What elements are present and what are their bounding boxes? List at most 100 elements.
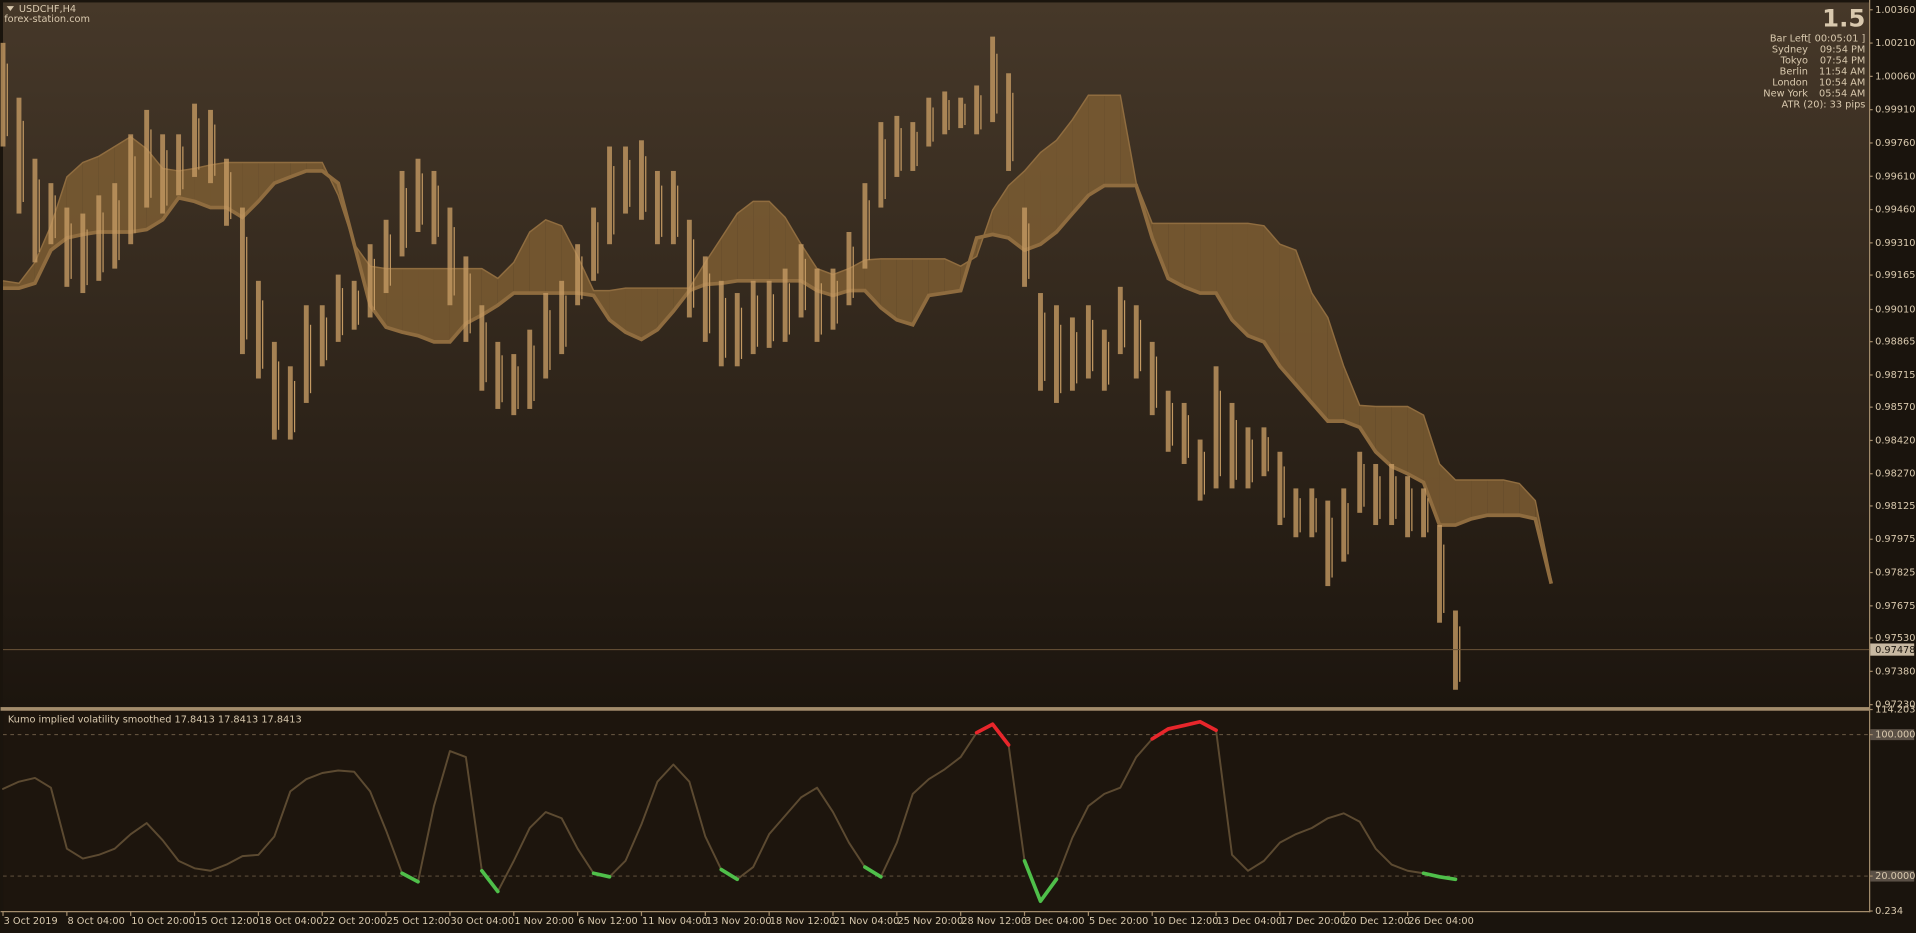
candle — [1229, 402, 1235, 489]
cloud-segment — [1200, 223, 1217, 294]
level-box — [1870, 870, 1915, 882]
x-tick-label: 1 Nov 20:00 — [514, 916, 574, 927]
x-tick-label: 18 Nov 12:00 — [770, 916, 836, 927]
candle — [575, 244, 581, 306]
x-tick-label: 28 Nov 12:00 — [961, 916, 1027, 927]
candle — [958, 97, 964, 129]
cloud-line — [3, 169, 1554, 585]
cloud-segment — [992, 185, 1009, 238]
y-tick-label: 20.0000 — [1875, 871, 1915, 882]
cloud-segment — [1343, 366, 1360, 428]
candle — [1357, 451, 1363, 513]
x-tick-label: 26 Dec 04:00 — [1408, 916, 1474, 927]
candle — [990, 36, 996, 123]
indicator-line — [591, 871, 612, 879]
cloud-segment — [98, 146, 115, 232]
cloud-segment — [625, 288, 642, 340]
candle — [814, 268, 820, 342]
candle — [1453, 610, 1458, 690]
candle — [463, 256, 469, 342]
cloud-segment — [1279, 244, 1296, 385]
x-tick-label: 3 Oct 2019 — [4, 916, 58, 927]
x-tick-label: 5 Dec 20:00 — [1089, 916, 1148, 927]
cloud-segment — [1391, 406, 1408, 474]
cloud-segment — [1008, 170, 1025, 251]
candle — [447, 207, 453, 306]
y-tick-label: 0.99010 — [1875, 304, 1915, 315]
candle — [830, 268, 836, 330]
cloud-segment — [880, 258, 897, 320]
candle — [96, 195, 102, 281]
y-tick-label: 0.97230 — [1875, 700, 1915, 711]
x-tick-label: 8 Oct 04:00 — [67, 916, 124, 927]
cloud-segment — [912, 258, 929, 325]
menu-arrow[interactable] — [6, 6, 15, 11]
x-tick-label: 13 Nov 20:00 — [706, 916, 772, 927]
cloud-line — [2, 94, 1552, 581]
indicator-pane — [3, 710, 1870, 912]
y-tick-label: 0.97975 — [1875, 534, 1915, 545]
candle — [1405, 476, 1411, 538]
candle — [1293, 488, 1299, 538]
candle — [1038, 293, 1043, 391]
x-tick-label: 18 Oct 04:00 — [259, 916, 323, 927]
candle — [846, 231, 852, 306]
x-tick-label: 25 Nov 20:00 — [897, 916, 963, 927]
cloud-segment — [18, 262, 35, 289]
candle — [718, 280, 724, 367]
plot-layer: 0.97478 1.00360 1.00210 1.00060 0.99910 0.997… — [0, 5, 1916, 927]
cloud-segment — [1104, 95, 1121, 186]
y-tick-label: 0.98715 — [1875, 370, 1915, 381]
candle — [1213, 366, 1219, 489]
cloud-segment — [944, 258, 961, 294]
candle — [686, 219, 692, 318]
candle — [335, 274, 341, 342]
y-tick-label: 0.99460 — [1875, 205, 1915, 216]
candle — [80, 213, 86, 294]
candle — [1245, 427, 1251, 489]
candle — [591, 207, 597, 281]
candle — [319, 305, 325, 367]
info-value: 09:54 PM — [1820, 44, 1866, 55]
indicator-line — [480, 868, 500, 894]
candle — [1006, 73, 1012, 171]
cloud-segment — [641, 288, 658, 340]
cloud-segment — [1184, 223, 1201, 294]
candle — [894, 115, 900, 177]
candle — [607, 146, 612, 245]
cloud-segment — [657, 288, 674, 330]
x-tick-label: 25 Oct 12:00 — [387, 916, 451, 927]
x-tick-label: 30 Oct 04:00 — [451, 916, 515, 927]
candle — [926, 97, 932, 147]
cloud-segment — [34, 225, 51, 284]
info-label: Bar Left — [1770, 33, 1808, 44]
cloud-segment — [1471, 479, 1488, 519]
candle — [495, 341, 501, 409]
candle — [224, 158, 229, 226]
cloud-segment — [721, 213, 738, 284]
indicator-line — [863, 865, 883, 879]
candle — [431, 170, 437, 245]
candle — [1054, 305, 1059, 403]
info-value: [ 00:05:01 ] — [1808, 33, 1866, 44]
y-tick-label: 0.98270 — [1875, 469, 1915, 480]
cloud-segment — [1359, 405, 1376, 452]
candle — [287, 366, 293, 440]
cloud-segment — [1375, 406, 1392, 467]
candle — [559, 280, 565, 355]
candle — [1421, 488, 1427, 538]
candle — [112, 183, 118, 269]
candle — [974, 85, 980, 135]
candle — [144, 109, 150, 208]
candle — [1085, 305, 1091, 379]
candle — [750, 280, 756, 355]
info-value: 11:54 AM — [1819, 66, 1865, 77]
cloud-segment — [1503, 479, 1520, 516]
x-tick-label: 6 Nov 12:00 — [578, 916, 638, 927]
x-tick-label: 3 Dec 04:00 — [1025, 916, 1084, 927]
symbol-title: USDCHF,H4 — [19, 4, 76, 15]
cloud-segment — [864, 258, 881, 308]
candle — [32, 158, 38, 263]
spread-value: 1.5 — [1822, 4, 1865, 33]
